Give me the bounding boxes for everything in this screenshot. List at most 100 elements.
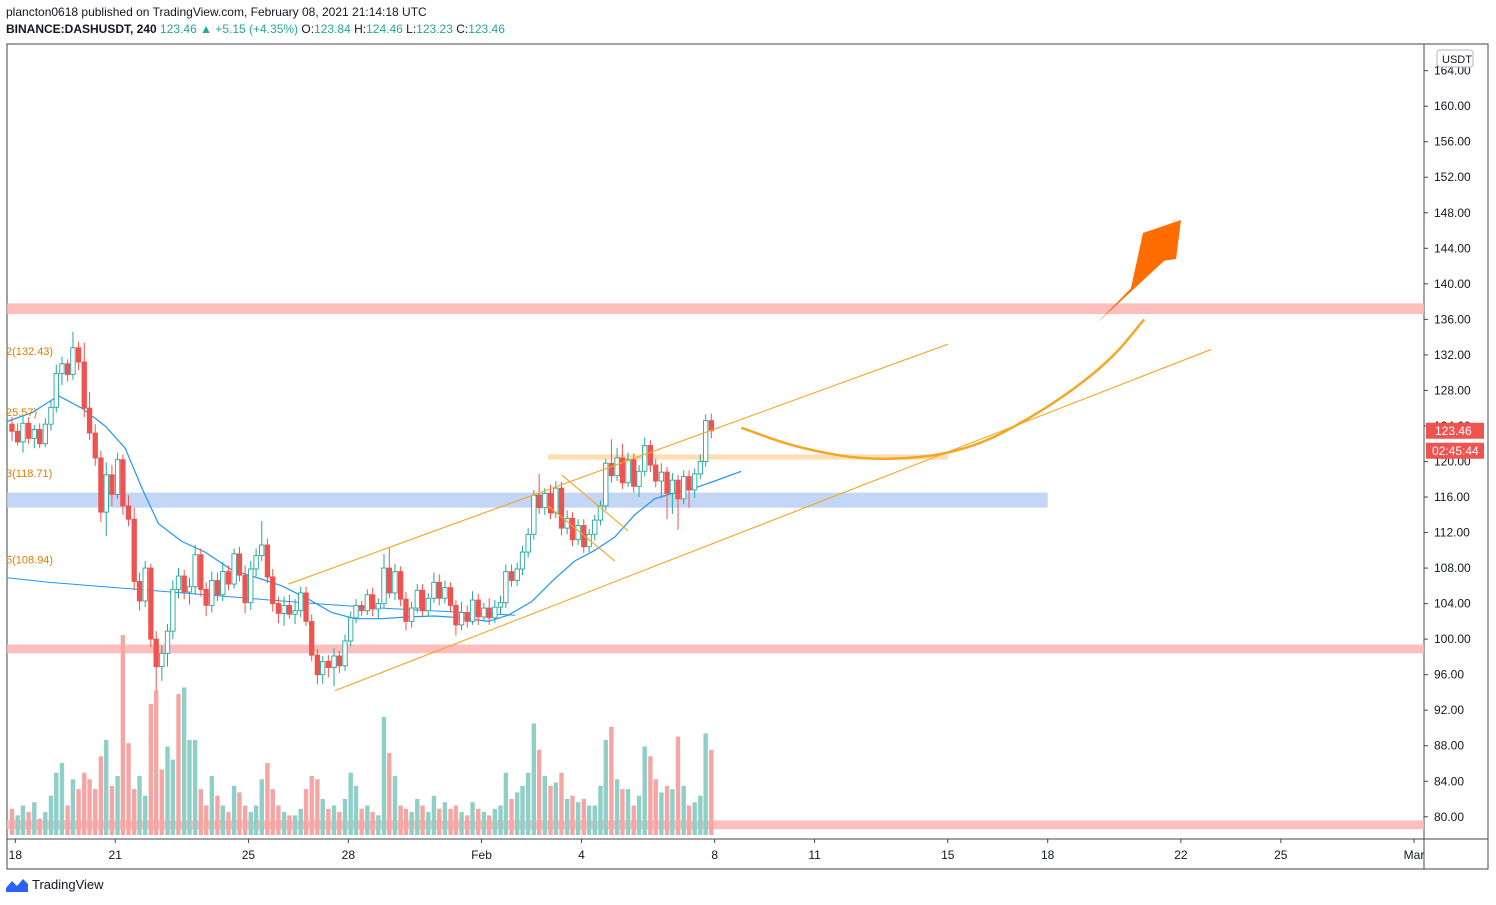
candle-body bbox=[192, 554, 198, 588]
y-tick-label: 132.00 bbox=[1434, 348, 1471, 362]
candle-body bbox=[553, 487, 559, 514]
volume-bar bbox=[331, 805, 337, 835]
x-tick-label: 22 bbox=[1174, 848, 1188, 862]
volume-bar bbox=[215, 795, 220, 835]
volume-bar bbox=[625, 789, 631, 835]
candle-body bbox=[592, 519, 598, 535]
volume-bar bbox=[237, 792, 242, 835]
y-tick-label: 156.00 bbox=[1434, 135, 1471, 149]
candle-body bbox=[636, 470, 642, 487]
y-tick-label: 88.00 bbox=[1434, 739, 1464, 753]
volume-bar bbox=[359, 808, 364, 835]
candle-body bbox=[20, 422, 26, 443]
candle-body bbox=[464, 612, 470, 622]
candle-body bbox=[419, 589, 426, 612]
volume-bar bbox=[592, 805, 597, 835]
candle-body bbox=[25, 422, 32, 439]
volume-bar bbox=[703, 733, 708, 835]
candle-body bbox=[425, 597, 431, 612]
volume-bar bbox=[15, 815, 20, 835]
trendline-flag-top bbox=[561, 474, 629, 532]
x-tick-label: 25 bbox=[1274, 848, 1288, 862]
y-tick-label: 148.00 bbox=[1434, 206, 1471, 220]
candle-body bbox=[697, 461, 703, 475]
candle-body bbox=[392, 571, 398, 594]
y-tick-label: 80.00 bbox=[1434, 810, 1464, 824]
volume-bar bbox=[198, 789, 204, 835]
volume-bar bbox=[376, 815, 381, 835]
volume-bar bbox=[437, 808, 442, 835]
candle-body bbox=[408, 607, 415, 622]
volume-bar bbox=[37, 818, 42, 835]
candle-body bbox=[642, 445, 648, 472]
candle-body bbox=[353, 604, 359, 619]
volume-bar bbox=[609, 726, 614, 835]
volume-bar bbox=[176, 694, 181, 835]
candle-body bbox=[469, 599, 476, 622]
volume-bar bbox=[104, 739, 109, 835]
currency-box bbox=[1436, 49, 1474, 68]
y-tick-label: 96.00 bbox=[1434, 668, 1464, 682]
candle-body bbox=[114, 459, 121, 495]
countdown-label: 02:45:44 bbox=[1432, 444, 1479, 458]
candle-body bbox=[70, 347, 76, 375]
volume-bar bbox=[32, 802, 37, 835]
volume-bar bbox=[403, 808, 409, 835]
candle-body bbox=[658, 471, 665, 482]
volume-bar bbox=[564, 798, 570, 835]
fib-level-label: 5(108.94) bbox=[6, 555, 53, 567]
candle-body bbox=[159, 652, 165, 668]
volume-bar bbox=[459, 812, 464, 835]
candle-body bbox=[170, 588, 176, 632]
candle-body bbox=[153, 638, 159, 668]
last-price: 123.46 bbox=[160, 22, 197, 36]
ema-short-line bbox=[6, 395, 742, 623]
y-tick-label: 136.00 bbox=[1434, 312, 1471, 326]
volume-bar bbox=[542, 775, 548, 835]
candle-body bbox=[220, 571, 226, 596]
candle-body bbox=[181, 575, 187, 593]
symbol-label: BINANCE:DASHUSDT, 240 bbox=[6, 22, 157, 36]
volume-bar bbox=[287, 815, 292, 835]
volume-bar bbox=[165, 746, 170, 835]
volume-bar bbox=[9, 808, 15, 835]
volume-bar bbox=[559, 772, 564, 835]
volume-bar bbox=[98, 756, 104, 835]
volume-bar bbox=[209, 775, 215, 835]
candle-body bbox=[136, 580, 143, 602]
candle-body bbox=[647, 445, 654, 466]
candle-body bbox=[375, 603, 381, 610]
candle-body bbox=[81, 361, 87, 409]
y-tick-label: 100.00 bbox=[1434, 632, 1471, 646]
countdown-tag bbox=[1426, 442, 1484, 459]
candle-body bbox=[348, 617, 354, 642]
volume-bar bbox=[132, 789, 137, 835]
volume-bar bbox=[281, 812, 287, 835]
candle-body bbox=[336, 655, 343, 667]
volume-bar bbox=[82, 772, 87, 835]
tradingview-logo[interactable]: TradingView bbox=[6, 877, 104, 892]
candle-body bbox=[142, 567, 148, 602]
volume-bar bbox=[520, 785, 525, 835]
tradingview-logo-icon bbox=[6, 878, 28, 892]
volume-bar bbox=[276, 805, 281, 835]
volume-bar bbox=[303, 789, 309, 835]
volume-bar bbox=[159, 769, 165, 835]
trendline-flag-bottom bbox=[547, 505, 616, 562]
candle-body bbox=[458, 612, 465, 626]
candle-body bbox=[531, 494, 537, 535]
volume-bar bbox=[514, 792, 520, 835]
fib-level-label: 3(118.71) bbox=[6, 468, 52, 480]
candle-body bbox=[214, 580, 221, 596]
volume-bar bbox=[426, 812, 431, 835]
tradingview-brand: TradingView bbox=[32, 877, 104, 892]
candle-body bbox=[403, 598, 409, 622]
candle-body bbox=[253, 555, 259, 570]
volume-bar bbox=[409, 812, 414, 835]
candle-body bbox=[692, 473, 698, 491]
volume-bar bbox=[337, 812, 342, 835]
candle-body bbox=[514, 568, 520, 581]
candle-body bbox=[581, 524, 587, 548]
volume-bar bbox=[148, 703, 154, 835]
